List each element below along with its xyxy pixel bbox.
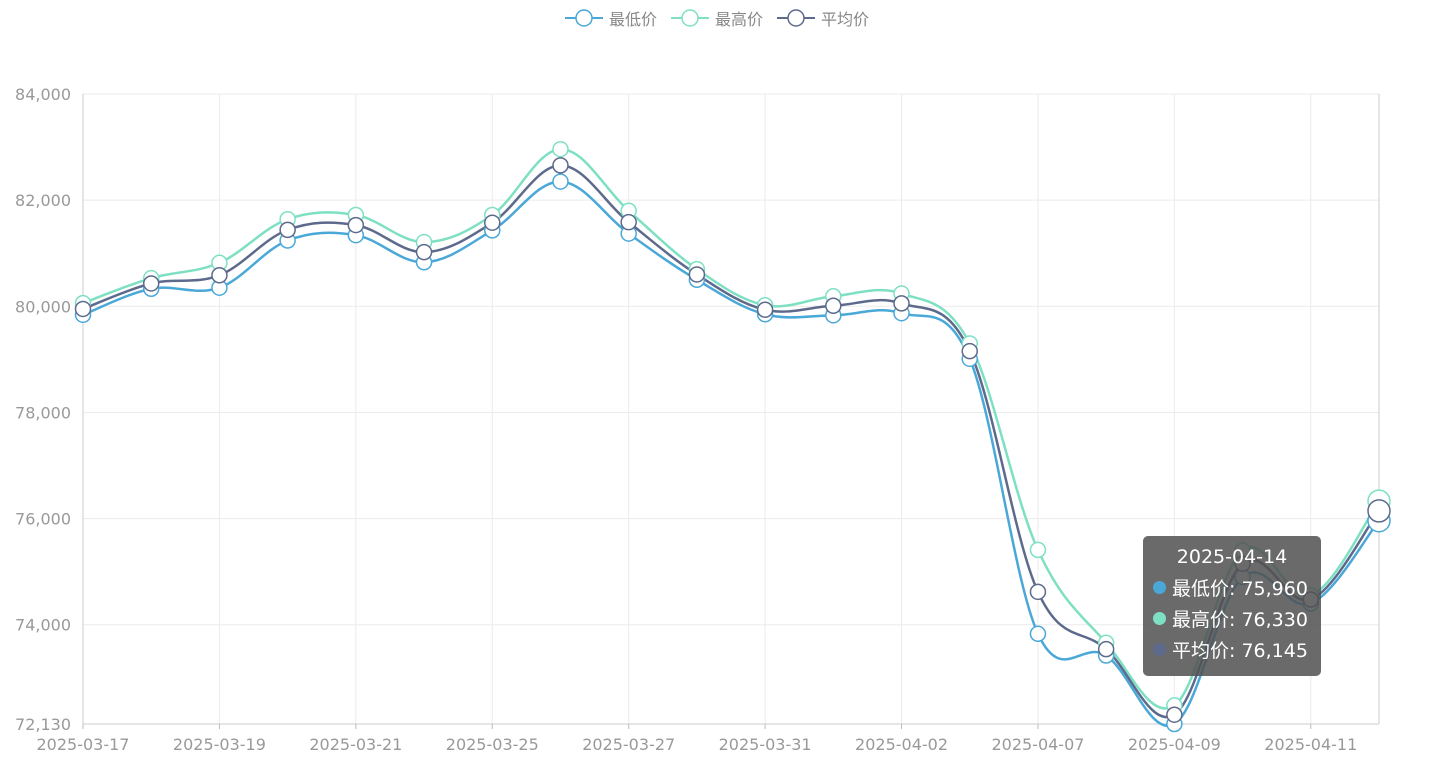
tooltip-row-high: 最高价: 76,330 bbox=[1153, 603, 1321, 634]
series-avg-point[interactable] bbox=[1029, 583, 1047, 601]
legend-avg-marker-icon bbox=[777, 9, 815, 27]
series-high-line bbox=[82, 147, 1381, 710]
series-avg-line bbox=[82, 164, 1380, 719]
x-tick-label: 2025-03-17 bbox=[37, 735, 130, 754]
legend-high-marker-icon bbox=[670, 9, 709, 27]
tooltip-high-text: 最高价: 76,330 bbox=[1172, 609, 1308, 631]
series-avg-point[interactable] bbox=[415, 243, 433, 261]
tooltip-date: 2025-04-14 bbox=[1176, 546, 1288, 568]
x-tick-label: 2025-03-25 bbox=[446, 735, 539, 754]
x-tick-label: 2025-03-31 bbox=[719, 735, 812, 754]
y-tick-label: 72,130 bbox=[15, 715, 71, 734]
y-tick-label: 76,000 bbox=[15, 510, 71, 529]
tooltip-row-avg: 平均价: 76,145 bbox=[1153, 634, 1321, 665]
x-tick-label: 2025-04-07 bbox=[991, 735, 1084, 754]
tooltip-low-dot-icon bbox=[1153, 581, 1166, 594]
legend-item-avg[interactable]: 平均价 bbox=[777, 6, 869, 30]
series-avg-point[interactable] bbox=[484, 214, 501, 231]
tooltip: 2025-04-14 最低价: 75,960 最高价: 76,330 平均价: … bbox=[1143, 536, 1321, 676]
y-tick-label: 80,000 bbox=[15, 297, 71, 316]
legend-label-high: 最高价 bbox=[714, 10, 763, 29]
legend-item-low[interactable]: 最低价 bbox=[564, 6, 657, 30]
series-avg-point[interactable] bbox=[893, 295, 910, 312]
tooltip-high-dot-icon bbox=[1153, 612, 1166, 625]
legend-label-avg: 平均价 bbox=[821, 10, 870, 29]
legend-label-low: 最低价 bbox=[608, 10, 657, 29]
series-low-point[interactable] bbox=[552, 173, 569, 190]
x-axis-tick-labels: 2025-03-17 2025-03-19 2025-03-21 2025-03-25… bbox=[37, 735, 1358, 754]
series-avg-point[interactable] bbox=[211, 267, 228, 284]
series-avg-point[interactable] bbox=[756, 301, 774, 318]
series-high-point[interactable] bbox=[1029, 541, 1047, 559]
series-points bbox=[74, 140, 1391, 733]
x-tick-label: 2025-03-19 bbox=[173, 735, 266, 754]
y-tick-label: 74,000 bbox=[15, 616, 71, 635]
x-tick-label: 2025-04-11 bbox=[1264, 735, 1357, 754]
legend: 最低价 最高价 平均价 bbox=[0, 6, 1434, 30]
series-avg-point[interactable] bbox=[1367, 499, 1391, 523]
series-low-point[interactable] bbox=[1029, 625, 1047, 643]
series-avg-point[interactable] bbox=[74, 300, 92, 318]
series-avg-point[interactable] bbox=[142, 275, 160, 292]
y-tick-label: 78,000 bbox=[15, 403, 71, 422]
series-avg-point[interactable] bbox=[279, 221, 296, 239]
x-tick-label: 2025-03-21 bbox=[309, 735, 402, 754]
tooltip-avg-dot-icon bbox=[1153, 643, 1166, 656]
legend-item-high[interactable]: 最高价 bbox=[670, 6, 763, 30]
x-tick-label: 2025-03-27 bbox=[582, 735, 675, 754]
series-avg-point[interactable] bbox=[552, 157, 569, 174]
tooltip-avg-text: 平均价: 76,145 bbox=[1172, 640, 1308, 662]
series-avg-point[interactable] bbox=[347, 216, 365, 234]
tooltip-low-text: 最低价: 75,960 bbox=[1172, 578, 1308, 600]
y-tick-label: 84,000 bbox=[15, 85, 71, 104]
series-avg-point[interactable] bbox=[1097, 640, 1115, 658]
series-avg-point[interactable] bbox=[620, 213, 637, 231]
legend-low-marker-icon bbox=[564, 9, 603, 27]
series-avg-point[interactable] bbox=[688, 266, 706, 283]
y-tick-label: 82,000 bbox=[15, 191, 71, 210]
series-avg-point[interactable] bbox=[961, 342, 978, 360]
series-high-point[interactable] bbox=[552, 140, 569, 158]
tooltip-row-low: 最低价: 75,960 bbox=[1153, 572, 1321, 603]
x-tick-label: 2025-04-02 bbox=[855, 735, 948, 754]
x-tick-label: 2025-04-09 bbox=[1128, 735, 1221, 754]
y-axis-tick-labels: 84,000 82,000 80,000 78,000 76,000 74,000 72,1… bbox=[15, 85, 71, 734]
series-avg-point[interactable] bbox=[825, 297, 842, 315]
series-avg-point[interactable] bbox=[1166, 706, 1183, 723]
